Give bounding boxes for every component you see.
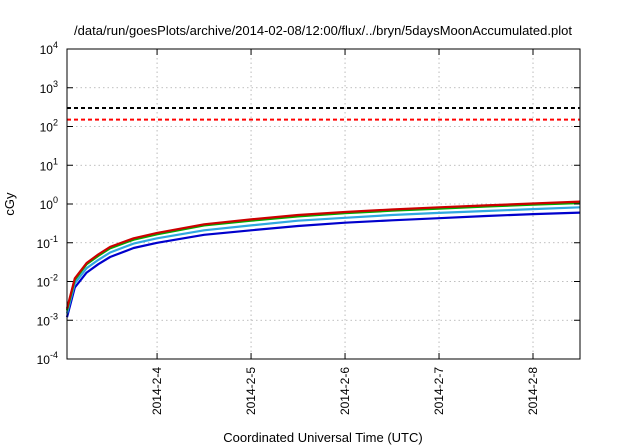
x-tick-label: 2014-2-7 [432, 367, 446, 415]
y-axis-title: cGy [2, 192, 17, 216]
y-tick-label: 103 [40, 79, 58, 96]
data-series [65, 200, 581, 318]
x-tick-label: 2014-2-8 [526, 367, 540, 415]
x-tick-label: 2014-2-4 [150, 367, 164, 415]
x-axis-title: Coordinated Universal Time (UTC) [223, 430, 422, 445]
y-tick-label: 10-3 [37, 311, 58, 328]
y-tick-label: 10-4 [37, 350, 58, 367]
chart-title: /data/run/goesPlots/archive/2014-02-08/1… [74, 23, 572, 38]
y-tick-label: 10-1 [37, 234, 58, 251]
y-axis: 10-4 10-3 10-2 10-1 100 101 102 103 104 [37, 40, 580, 367]
series-line [65, 211, 581, 318]
reference-lines [67, 107, 580, 121]
x-tick-label: 2014-2-5 [244, 367, 258, 415]
x-axis: 2014-2-4 2014-2-5 2014-2-6 2014-2-7 2014-2-8 [150, 49, 540, 415]
y-tick-label: 100 [40, 195, 58, 212]
y-tick-label: 10-2 [37, 273, 58, 290]
series-line [65, 200, 581, 309]
y-tick-label: 101 [40, 156, 58, 173]
series-line [65, 206, 581, 314]
x-tick-label: 2014-2-6 [338, 367, 352, 415]
y-tick-label: 102 [40, 118, 58, 135]
y-tick-label: 104 [40, 40, 58, 57]
